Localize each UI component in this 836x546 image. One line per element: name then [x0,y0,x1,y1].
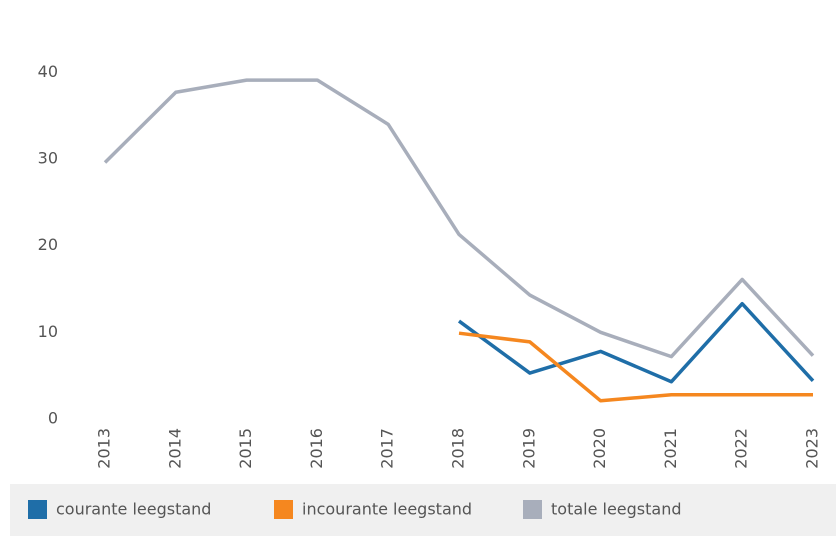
y-tick-label: 40 [38,62,58,81]
x-tick-label: 2020 [590,428,609,469]
series-line [457,301,815,384]
x-tick-label: 2022 [732,428,751,469]
y-tick-label: 10 [38,322,58,341]
x-tick-label: 2016 [307,428,326,469]
legend-swatch [274,500,293,519]
x-tick-label: 2019 [519,428,538,469]
legend-label: incourante leegstand [302,500,472,519]
legend-label: courante leegstand [56,500,211,519]
x-tick-label: 2023 [803,428,822,469]
x-tick-label: 2015 [236,428,255,469]
legend-background [10,484,836,536]
series-line [458,331,813,403]
x-tick-label: 2017 [378,428,397,469]
series-line [103,78,815,359]
x-tick-label: 2014 [165,428,184,469]
x-tick-label: 2018 [449,428,468,469]
y-tick-label: 0 [48,409,58,428]
x-tick-label: 2013 [95,428,114,469]
legend-swatch [523,500,542,519]
legend-swatch [28,500,47,519]
y-tick-label: 30 [38,149,58,168]
y-tick-label: 20 [38,235,58,254]
legend-label: totale leegstand [551,500,682,519]
x-tick-label: 2021 [661,428,680,469]
